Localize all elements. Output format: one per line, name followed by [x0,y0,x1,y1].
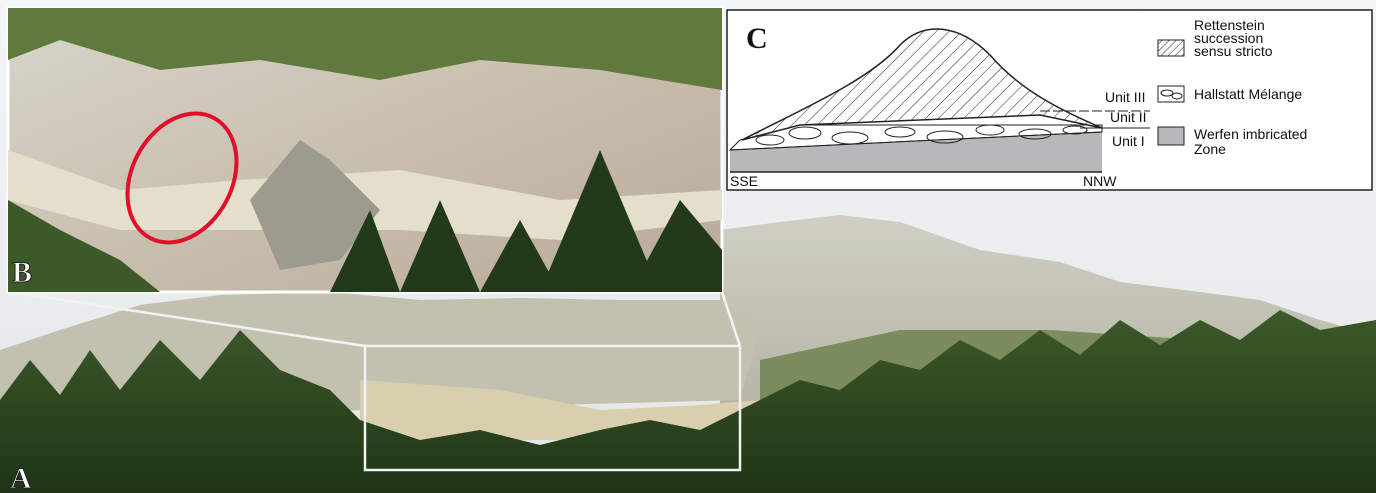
diagram-c: C Unit III Unit II Unit I SSE NNW Retten… [727,10,1372,190]
legend-label: Hallstatt Mélange [1194,86,1302,102]
photo-b: B [8,8,722,292]
unit-label: Unit III [1105,89,1145,105]
direction-label: SSE [730,173,758,189]
panel-label: B [12,256,32,289]
panel-label: A [10,462,32,493]
direction-label: NNW [1083,173,1117,189]
unit-label: Unit II [1110,109,1147,125]
figure: A B C Unit III Unit II Unit I SSE NNW [0,0,1376,493]
unit-label: Unit I [1112,133,1145,149]
panel-label: C [746,22,768,55]
